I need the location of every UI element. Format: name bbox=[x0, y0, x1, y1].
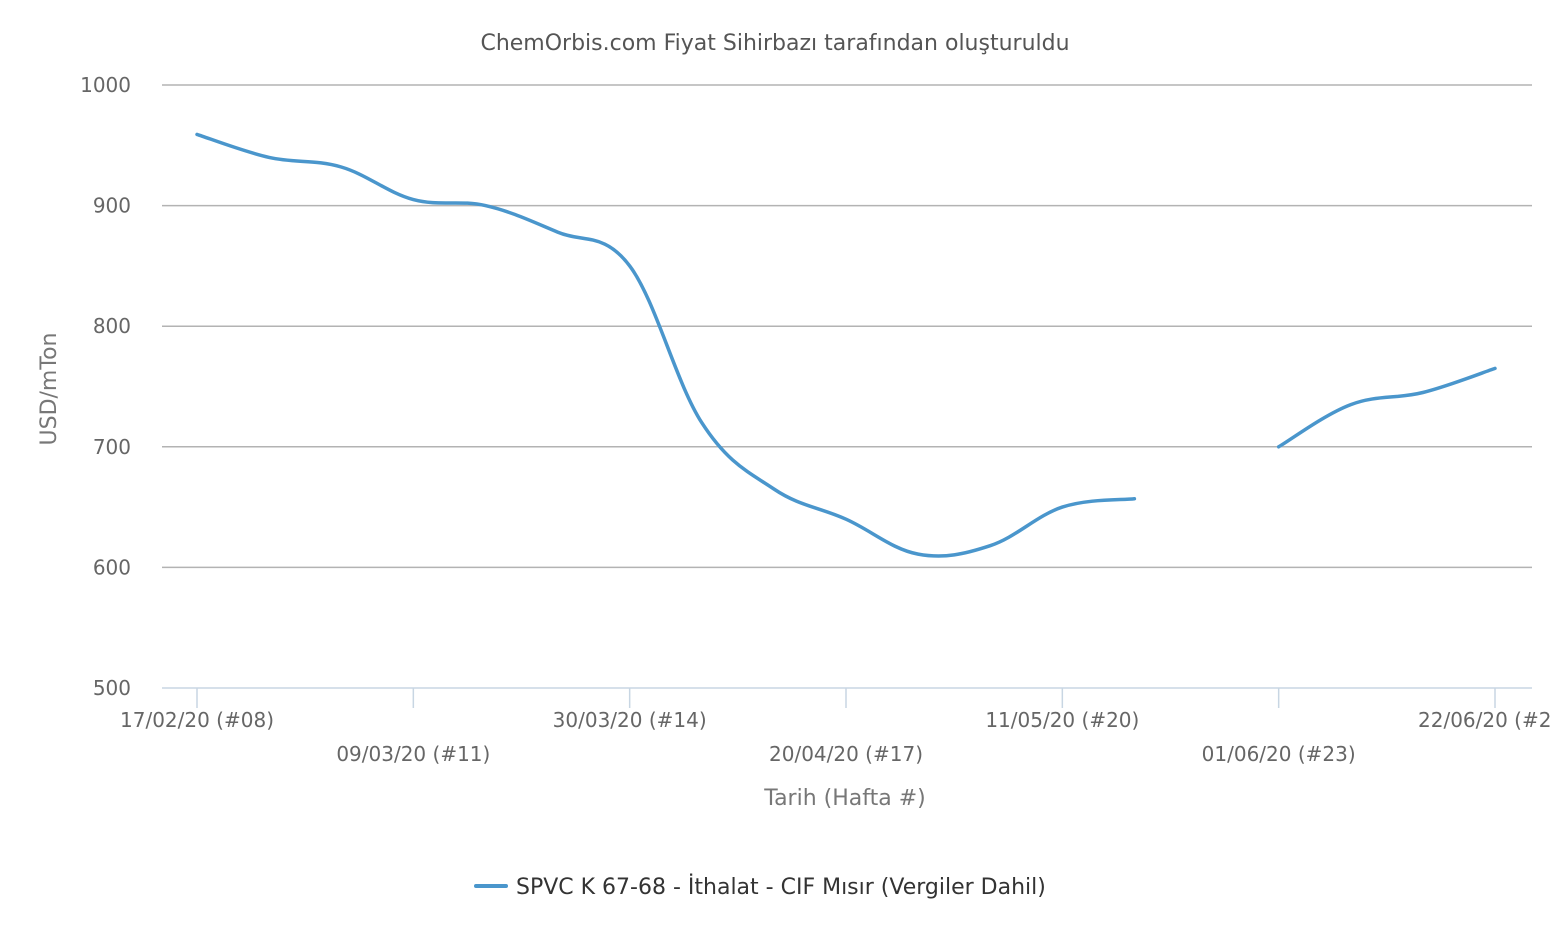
y-tick-label: 900 bbox=[93, 194, 131, 218]
data-point bbox=[840, 513, 852, 525]
x-tick-label: 09/03/20 (#11) bbox=[336, 742, 490, 766]
y-axis-title: USD/mTon bbox=[37, 333, 62, 446]
series-line-segment bbox=[1276, 366, 1497, 449]
y-tick-label: 800 bbox=[93, 314, 131, 338]
y-axis: 500 600 700 800 900 1000 bbox=[80, 73, 131, 700]
data-point bbox=[1128, 493, 1140, 505]
legend[interactable]: SPVC K 67-68 - İthalat - CIF Mısır (Verg… bbox=[474, 874, 1046, 900]
y-tick-label: 600 bbox=[93, 555, 131, 579]
y-grid bbox=[162, 84, 1532, 569]
data-point bbox=[1056, 501, 1068, 513]
y-tick-label: 1000 bbox=[80, 73, 131, 97]
data-point bbox=[407, 194, 419, 206]
data-point bbox=[263, 151, 275, 163]
x-tick-label: 30/03/20 (#14) bbox=[553, 708, 707, 732]
data-point bbox=[1273, 441, 1285, 453]
chart-title: ChemOrbis.com Fiyat Sihirbazı tarafından… bbox=[480, 31, 1069, 56]
data-point bbox=[984, 540, 996, 552]
x-axis-title: Tarih (Hafta #) bbox=[763, 786, 925, 811]
x-tick-label: 01/06/20 (#23) bbox=[1202, 742, 1356, 766]
x-tick-label: 22/06/20 (#26) bbox=[1418, 708, 1552, 732]
data-point bbox=[1417, 387, 1429, 399]
data-point bbox=[696, 417, 708, 429]
data-point bbox=[768, 483, 780, 495]
data-point bbox=[191, 128, 203, 140]
y-tick-label: 700 bbox=[93, 435, 131, 459]
x-tick-label: 17/02/20 (#08) bbox=[120, 708, 274, 732]
data-point bbox=[335, 161, 347, 173]
legend-label[interactable]: SPVC K 67-68 - İthalat - CIF Mısır (Verg… bbox=[516, 874, 1046, 900]
series-line-segment bbox=[195, 132, 1137, 558]
x-tick-label: 11/05/20 (#20) bbox=[985, 708, 1139, 732]
data-point bbox=[552, 226, 564, 238]
data-point bbox=[912, 548, 924, 560]
data-point bbox=[1489, 362, 1501, 374]
y-tick-label: 500 bbox=[93, 676, 131, 700]
x-tick-label: 20/04/20 (#17) bbox=[769, 742, 923, 766]
data-point bbox=[479, 200, 491, 212]
data-point bbox=[624, 260, 636, 272]
x-axis: 17/02/20 (#08) 09/03/20 (#11) 30/03/20 (#1… bbox=[120, 687, 1552, 766]
data-point bbox=[1345, 399, 1357, 411]
series-layer bbox=[191, 128, 1501, 560]
